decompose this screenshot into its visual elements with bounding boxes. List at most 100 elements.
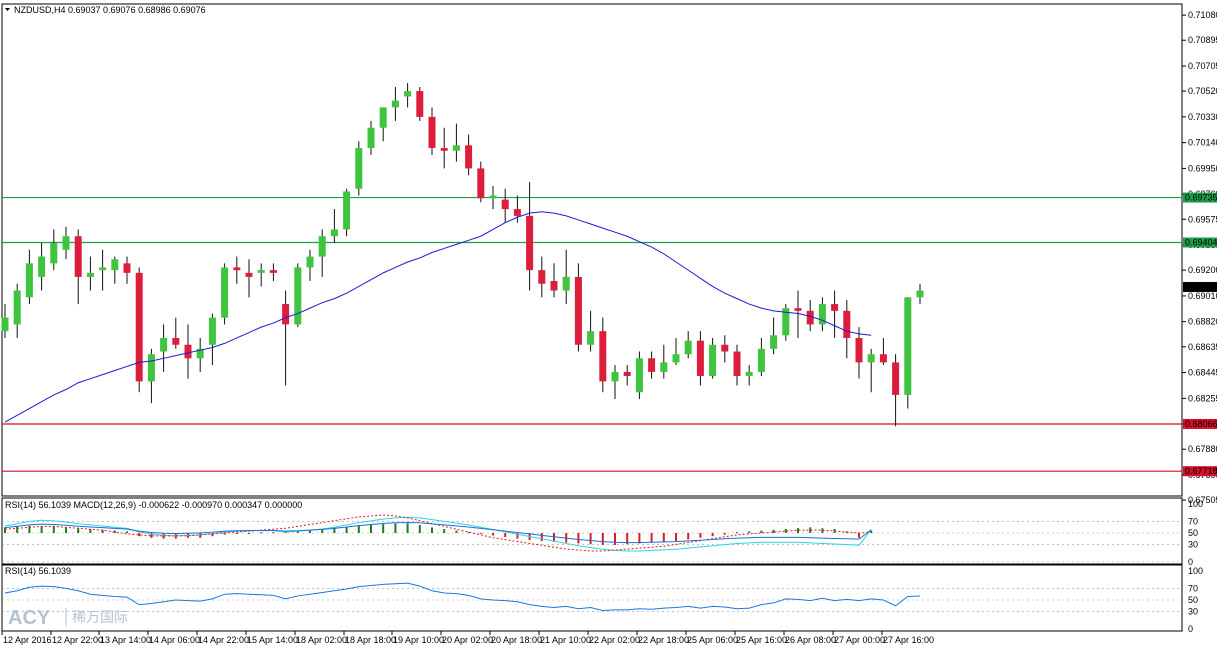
bull-candle [782,308,790,336]
current-price-label: 0.69076 [1183,281,1217,292]
macd-panel-frame [1,497,1183,565]
bear-candle [855,337,863,363]
bull-candle [916,290,924,298]
bull-candle [635,358,643,393]
macd-histogram-bar [150,533,153,538]
bull-candle [330,229,338,237]
macd-histogram-bar [382,524,385,533]
bear-candle [245,272,253,277]
bear-candle [623,371,631,376]
bull-candle [489,195,497,199]
macd-histogram-bar [211,533,214,537]
bull-candle [38,256,46,277]
macd-signal-line [4,514,872,552]
macd-histogram-bar [406,523,409,533]
bull-candle [221,267,229,318]
resistance-level-tag [1183,237,1217,248]
macd-tick-label: 0 [1188,557,1193,567]
macd-histogram-bar [760,530,763,533]
bear-candle [538,270,546,284]
bear-candle [843,310,851,338]
bull-candle [404,91,412,97]
macd-histogram-bar [723,533,726,535]
bull-candle [672,354,680,363]
bull-candle [13,290,21,325]
macd-histogram-bar [52,526,55,533]
macd-main-line [4,521,872,544]
macd-histogram-bar [309,529,311,533]
support-level-label: 0.68066 [1185,419,1217,429]
bear-candle [733,351,741,376]
bull-candle [306,256,314,268]
time-tick-label: 25 Apr 16:00 [736,635,787,645]
macd-histogram-bar [736,532,738,534]
macd-histogram-bar [638,533,641,544]
macd-histogram-bar [455,530,458,533]
macd-histogram-bar [589,533,592,545]
macd-tick-label: 30 [1188,540,1198,550]
bull-candle [147,354,155,382]
resistance-level-label: 0.69735 [1185,193,1217,203]
macd-histogram-bar [504,533,507,537]
bear-candle [416,91,424,117]
macd-histogram-bar [772,529,775,533]
time-tick-label: 13 Apr 14:00 [100,635,151,645]
rsi-tick-label: 70 [1188,583,1198,593]
macd-histogram-bar [467,532,470,534]
header-dropdown-icon[interactable] [5,8,10,11]
bear-candle [135,272,143,382]
symbol-header: NZDUSD,H4 0.69037 0.69076 0.68986 0.6907… [14,5,206,15]
macd-histogram-bar [821,528,824,533]
macd-histogram-bar [809,527,812,533]
bull-candle [745,371,753,376]
macd-histogram-bar [199,533,202,538]
bear-candle [123,263,131,273]
time-tick-label: 18 Apr 02:00 [296,635,347,645]
macd-histogram-bar [601,533,604,545]
bear-candle [440,148,448,151]
time-tick-label: 20 Apr 02:00 [442,635,493,645]
rsi-tick-label: 0 [1188,624,1193,634]
time-tick-label: 14 Apr 06:00 [149,635,200,645]
bull-candle [50,243,58,264]
macd-histogram-bar [4,527,6,533]
resistance-level-label: 0.69404 [1185,237,1217,247]
macd-histogram-bar [577,533,580,544]
macd-histogram-bar [235,533,238,534]
bear-candle [648,358,656,372]
bull-candle [660,362,668,372]
macd-histogram-bar [89,529,92,533]
bull-candle [587,331,595,345]
macd-histogram-bar [479,533,482,534]
rsi-tick-label: 50 [1188,595,1198,605]
macd-histogram-bar [699,533,702,538]
bull-candle [379,107,387,128]
macd-histogram-bar [540,533,543,541]
macd-histogram-bar [40,526,43,533]
macd-histogram-bar [516,533,519,539]
horizontal-levels[interactable]: 0.69735 0.69404 0.68066 0.67718 [2,192,1217,477]
bull-candle [86,272,94,277]
moving-average-line [4,211,872,423]
bear-candle [477,168,485,199]
bull-candle [770,335,778,349]
bull-candle [318,236,326,257]
bear-candle [269,270,277,273]
macd-tick-label: 70 [1188,516,1198,526]
candlesticks [1,82,924,427]
macd-histogram-bar [443,529,446,533]
bull-candle [99,267,107,271]
bull-candle [709,344,717,376]
bull-candle [757,348,765,372]
price-tick-label: 0.70705 [1188,61,1217,71]
bear-candle [465,145,473,169]
macd-histogram-bar [870,530,873,533]
macd-histogram-bar [126,531,128,533]
